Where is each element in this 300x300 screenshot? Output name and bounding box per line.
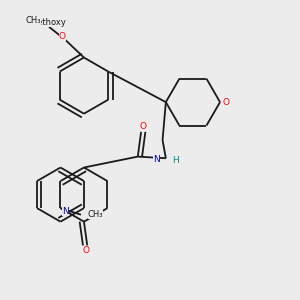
- Text: CH₃: CH₃: [25, 16, 41, 26]
- Text: O: O: [59, 32, 66, 41]
- Text: O: O: [140, 122, 147, 131]
- Text: N: N: [153, 155, 160, 164]
- Text: methoxy: methoxy: [44, 21, 50, 22]
- Text: methoxy: methoxy: [29, 18, 66, 27]
- Text: H: H: [172, 156, 178, 165]
- Text: O: O: [223, 98, 230, 106]
- Text: O: O: [83, 246, 90, 255]
- Text: CH₃: CH₃: [88, 210, 103, 219]
- Text: N: N: [62, 207, 69, 216]
